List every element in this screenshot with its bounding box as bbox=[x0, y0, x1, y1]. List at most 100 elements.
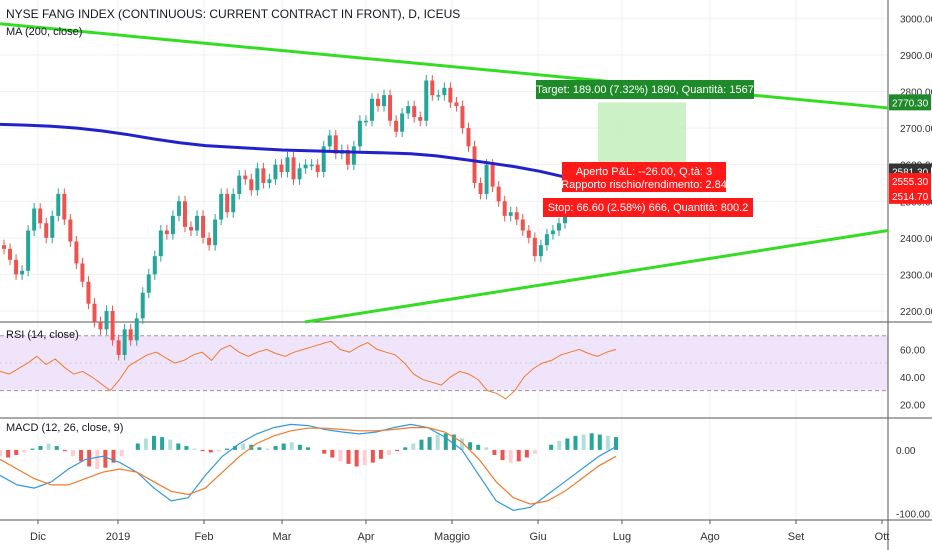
macd-bar bbox=[265, 448, 270, 450]
candle bbox=[315, 164, 320, 172]
candle bbox=[424, 80, 429, 121]
macd-bar bbox=[605, 435, 610, 450]
candle bbox=[333, 135, 338, 154]
macd-bar bbox=[192, 448, 197, 450]
price-tick: 2700.00 bbox=[900, 124, 932, 135]
macd-bar bbox=[476, 444, 481, 450]
candle bbox=[357, 120, 362, 147]
macd-bar bbox=[549, 444, 554, 450]
macd-bar bbox=[362, 449, 367, 466]
target-label-box bbox=[536, 80, 754, 99]
macd-bar bbox=[395, 449, 400, 452]
macd-bar bbox=[241, 443, 246, 450]
candle bbox=[2, 245, 6, 249]
candle bbox=[345, 150, 350, 165]
price-tick: 2800.00 bbox=[900, 87, 932, 98]
macd-bar bbox=[597, 434, 602, 450]
candle bbox=[164, 230, 169, 235]
macd-bar bbox=[581, 434, 586, 450]
macd-bar bbox=[38, 446, 43, 450]
macd-bar bbox=[176, 443, 181, 450]
macd-bar bbox=[143, 438, 148, 450]
candle bbox=[472, 146, 477, 183]
macd-bar bbox=[289, 442, 294, 450]
x-tick-label: Dic bbox=[30, 531, 46, 543]
macd-bar bbox=[184, 446, 189, 450]
macd-bar bbox=[200, 449, 205, 452]
candle bbox=[273, 164, 278, 180]
macd-bar bbox=[346, 449, 351, 464]
macd-bar bbox=[119, 449, 124, 457]
candle bbox=[279, 164, 284, 172]
candle bbox=[237, 175, 242, 194]
x-tick-label: 2019 bbox=[106, 531, 130, 543]
macd-bar bbox=[322, 449, 327, 454]
macd-bar bbox=[516, 449, 521, 462]
candle bbox=[20, 270, 25, 275]
rsi-line bbox=[0, 340, 617, 400]
candle bbox=[213, 219, 218, 246]
macd-bar bbox=[281, 443, 286, 450]
x-tick-label: Ott bbox=[875, 531, 890, 543]
macd-bar bbox=[500, 449, 505, 461]
price-label-box bbox=[889, 94, 931, 111]
macd-bar bbox=[95, 449, 100, 469]
candle bbox=[92, 303, 97, 322]
candle bbox=[388, 95, 393, 121]
macd-bar bbox=[257, 447, 262, 450]
candle bbox=[442, 87, 447, 96]
macd-bar bbox=[338, 449, 343, 462]
macd-bar bbox=[378, 449, 383, 459]
candle bbox=[400, 113, 405, 132]
price-tick: 3000.00 bbox=[900, 14, 932, 25]
macd-bar bbox=[460, 438, 464, 450]
candle bbox=[550, 230, 555, 235]
candle bbox=[110, 311, 115, 341]
rsi-tick: 60.00 bbox=[900, 345, 925, 356]
macd-tick: -100.00 bbox=[896, 510, 930, 521]
chart-title: NYSE FANG INDEX (CONTINUOUS: CURRENT CON… bbox=[6, 7, 461, 21]
candle bbox=[189, 226, 193, 231]
macd-bar bbox=[387, 449, 392, 455]
candle bbox=[297, 168, 302, 180]
macd-bar bbox=[443, 433, 448, 450]
candle bbox=[231, 193, 236, 213]
rsi-tick: 40.00 bbox=[900, 373, 925, 384]
macd-tick: 0.00 bbox=[896, 446, 916, 457]
price-label: 2555.30 bbox=[892, 177, 929, 188]
macd-bar bbox=[354, 449, 359, 467]
candle bbox=[261, 168, 266, 183]
candle bbox=[363, 120, 368, 123]
macd-bar bbox=[297, 444, 302, 450]
macd-bar bbox=[427, 437, 432, 450]
candle bbox=[80, 263, 85, 282]
macd-label: MACD (12, 26, close, 9) bbox=[6, 422, 124, 434]
candle bbox=[382, 95, 387, 107]
x-tick-label: Apr bbox=[357, 531, 374, 543]
macd-bar bbox=[451, 434, 456, 450]
macd-bar bbox=[532, 449, 537, 454]
ma-label: MA (200, close) bbox=[6, 26, 83, 38]
candle bbox=[484, 164, 489, 194]
macd-bar bbox=[30, 448, 35, 450]
candle bbox=[201, 215, 206, 238]
candle bbox=[351, 146, 356, 165]
macd-bar bbox=[614, 437, 618, 450]
candle bbox=[436, 95, 441, 97]
price-label-box bbox=[889, 173, 931, 190]
candle bbox=[412, 106, 417, 118]
macd-bar bbox=[330, 449, 335, 458]
candle bbox=[285, 157, 290, 172]
candle bbox=[321, 146, 326, 172]
candle bbox=[532, 237, 537, 257]
target-zone bbox=[598, 102, 686, 172]
candle bbox=[86, 281, 91, 304]
signal-line bbox=[0, 427, 617, 505]
macd-bar bbox=[557, 440, 562, 450]
candle bbox=[563, 212, 567, 224]
macd-bar bbox=[589, 433, 594, 450]
candle bbox=[104, 311, 109, 330]
